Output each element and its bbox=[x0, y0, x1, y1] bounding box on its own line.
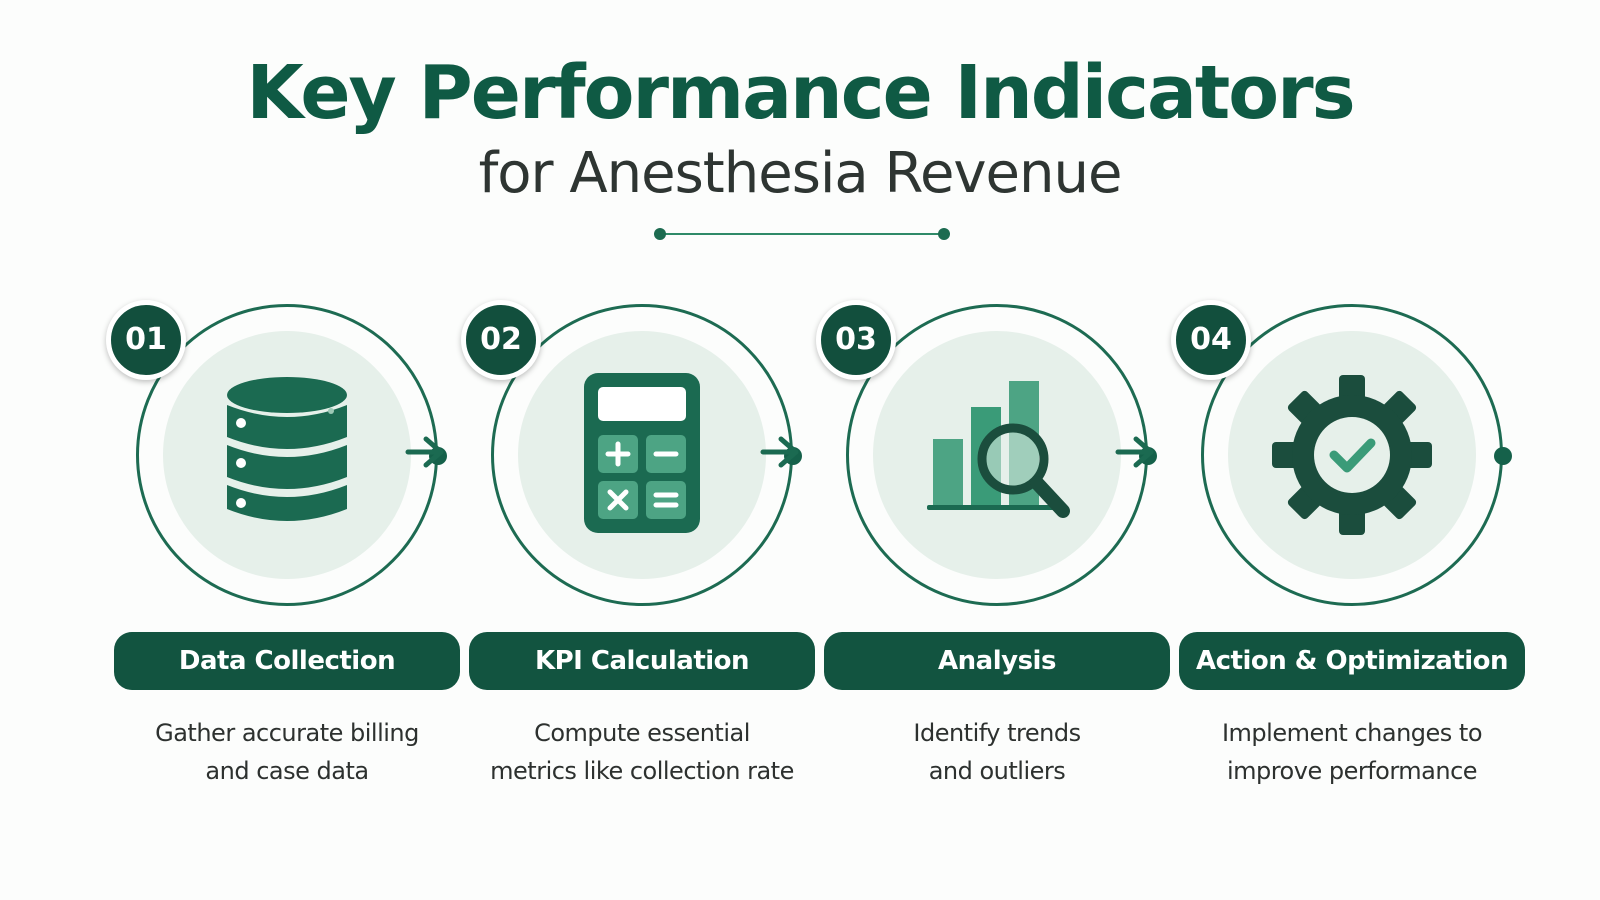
divider-line bbox=[660, 233, 944, 235]
step-description: Identify trends and outliers bbox=[816, 714, 1178, 790]
database-icon bbox=[227, 377, 347, 521]
arrow-right-icon bbox=[760, 436, 799, 468]
step-number-badge: 04 bbox=[1171, 300, 1251, 380]
step-number-badge: 02 bbox=[461, 300, 541, 380]
step-number-badge: 03 bbox=[816, 300, 896, 380]
divider-dot-left bbox=[654, 228, 666, 240]
step-description-line: Implement changes to bbox=[1221, 719, 1483, 747]
step-description: Implement changes to improve performance bbox=[1171, 714, 1533, 790]
calculator-icon bbox=[584, 373, 700, 533]
step-description-line: improve performance bbox=[1226, 757, 1478, 785]
step-description: Compute essential metrics like collectio… bbox=[461, 714, 823, 790]
arrow-right-icon bbox=[1115, 436, 1154, 468]
step-action-optimization: 04 Action & Optimization Implement chang… bbox=[1171, 300, 1551, 820]
step-circle bbox=[163, 331, 411, 579]
page-title: Key Performance Indicators bbox=[246, 50, 1355, 136]
step-description-line: and outliers bbox=[928, 757, 1066, 785]
arrow-right-icon bbox=[405, 436, 444, 468]
step-number-badge: 01 bbox=[106, 300, 186, 380]
step-title: KPI Calculation bbox=[469, 632, 815, 690]
step-title: Action & Optimization bbox=[1179, 632, 1525, 690]
step-description: Gather accurate billing and case data bbox=[106, 714, 468, 790]
step-kpi-calculation: 02 KPI Calculation Compute essential met… bbox=[461, 300, 841, 820]
gear-check-icon bbox=[1272, 375, 1432, 535]
step-analysis: 03 Analysis Identify trends and outliers bbox=[816, 300, 1196, 820]
bar-chart-magnifier-icon bbox=[927, 381, 1070, 518]
step-data-collection: 01 Data Collection Gather accurate billi… bbox=[106, 300, 486, 820]
step-description-line: Identify trends bbox=[913, 719, 1081, 747]
divider-dot-right bbox=[938, 228, 950, 240]
step-title: Data Collection bbox=[114, 632, 460, 690]
connector-dot bbox=[1494, 447, 1512, 465]
step-description-line: and case data bbox=[205, 757, 369, 785]
title-divider bbox=[654, 228, 950, 240]
page-subtitle: for Anesthesia Revenue bbox=[478, 141, 1123, 206]
step-description-line: metrics like collection rate bbox=[490, 757, 794, 785]
step-description-line: Compute essential bbox=[534, 719, 750, 747]
step-description-line: Gather accurate billing bbox=[155, 719, 419, 747]
step-title: Analysis bbox=[824, 632, 1170, 690]
